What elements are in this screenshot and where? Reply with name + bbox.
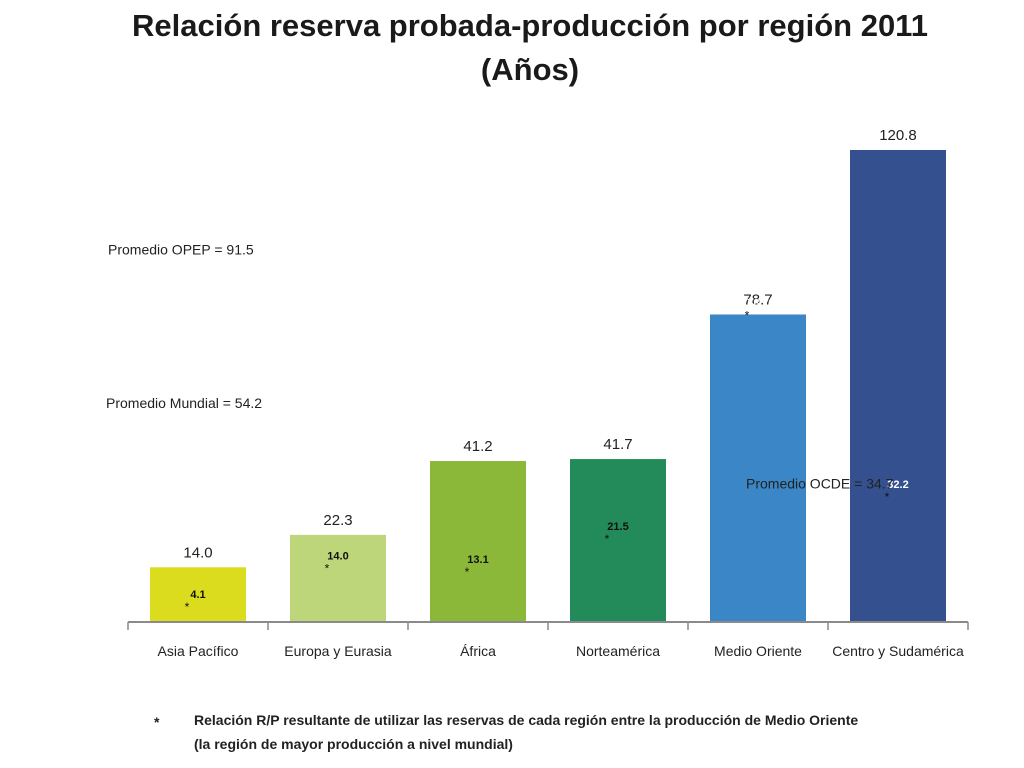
x-tick-label: Medio Oriente bbox=[714, 643, 802, 659]
chart-title-block: Relación reserva probada-producción por … bbox=[0, 4, 1024, 92]
bar bbox=[570, 459, 666, 622]
reference-label: Promedio OCDE = 34.7 bbox=[746, 475, 894, 491]
inner-label: 21.5 bbox=[607, 521, 628, 533]
inner-label: 4.1 bbox=[190, 589, 205, 601]
x-tick-label: Asia Pacífico bbox=[158, 643, 239, 659]
inner-label: 13.1 bbox=[467, 554, 488, 566]
reference-label: Promedio Mundial = 54.2 bbox=[106, 395, 262, 411]
bar bbox=[710, 314, 806, 622]
x-tick-label: Norteamérica bbox=[576, 643, 660, 659]
data-label: 41.2 bbox=[463, 438, 492, 455]
inner-label: 14.0 bbox=[327, 550, 348, 562]
inner-marker: * bbox=[745, 308, 750, 322]
chart-title: Relación reserva probada-producción por … bbox=[132, 8, 928, 43]
footnote-text: Relación R/P resultante de utilizar las … bbox=[194, 712, 859, 752]
data-label: 78.7 bbox=[743, 291, 772, 308]
bar bbox=[850, 150, 946, 622]
data-label: 22.3 bbox=[323, 512, 352, 529]
bar bbox=[290, 534, 386, 622]
inner-marker: * bbox=[465, 565, 470, 579]
inner-marker: * bbox=[325, 561, 330, 575]
x-tick-label: Europa y Eurasia bbox=[284, 643, 392, 659]
x-tick-label: África bbox=[460, 643, 496, 659]
reference-label: Promedio OPEP = 91.5 bbox=[108, 241, 254, 257]
inner-label: 78.7 bbox=[747, 297, 768, 309]
inner-marker: * bbox=[885, 490, 890, 504]
inner-marker: * bbox=[185, 600, 190, 614]
data-label: 120.8 bbox=[879, 127, 917, 144]
data-label: 41.7 bbox=[603, 436, 632, 453]
chart-subtitle: (Años) bbox=[480, 52, 580, 87]
footnote: * Relación R/P resultante de utilizar la… bbox=[154, 708, 878, 756]
bar bbox=[150, 567, 246, 622]
footnote-marker: * bbox=[154, 714, 160, 730]
data-label: 14.0 bbox=[183, 544, 212, 561]
inner-marker: * bbox=[605, 532, 610, 546]
x-tick-label: Centro y Sudamérica bbox=[832, 643, 964, 659]
inner-label: 32.2 bbox=[887, 479, 908, 491]
bar bbox=[430, 461, 526, 622]
